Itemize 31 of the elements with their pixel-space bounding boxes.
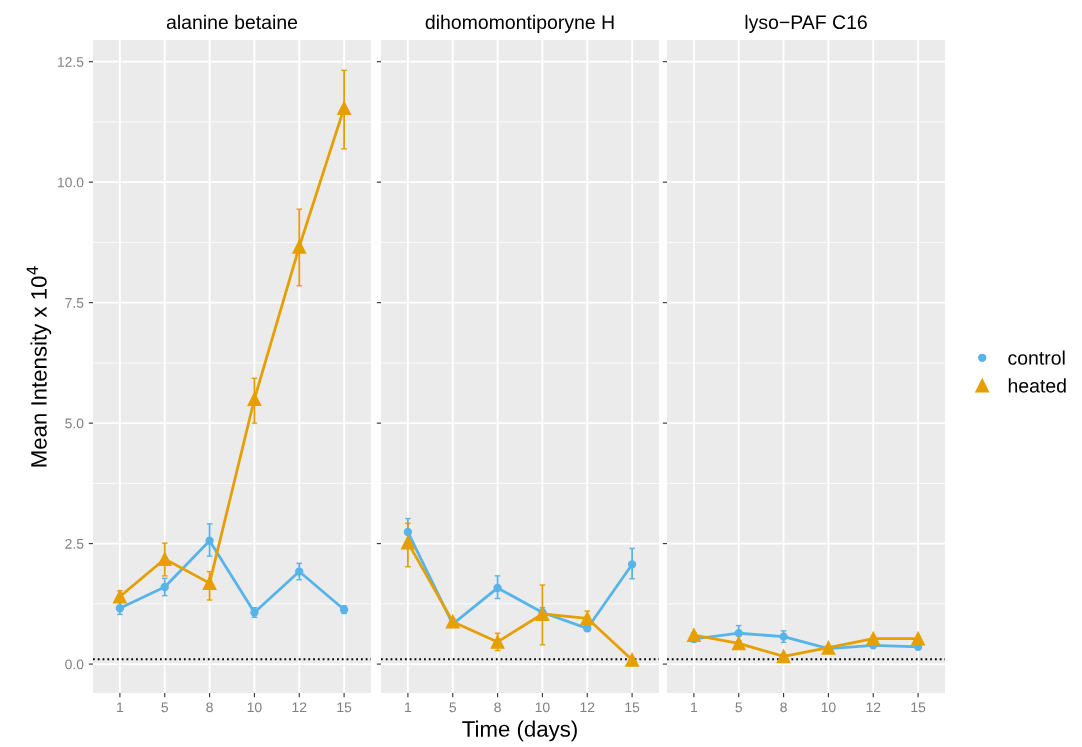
chart-title: dihomomontiporyne H — [425, 14, 614, 33]
x-tick-label: 15 — [337, 702, 352, 713]
x-tick-label: 10 — [247, 702, 262, 713]
y-axis-title: Mean Intensity x 10$^{4}$ — [26, 266, 52, 467]
y-tick-label: 12.5 — [58, 57, 84, 67]
legend-label: heated — [1008, 378, 1066, 393]
y-tick-label: 10.0 — [58, 177, 84, 188]
x-tick-label: 8 — [780, 702, 787, 713]
x-tick-label: 15 — [911, 702, 926, 713]
x-tick-label: 12 — [866, 702, 881, 713]
chart-title: lyso−PAF C16 — [745, 14, 867, 33]
x-tick-label: 10 — [535, 702, 550, 713]
x-tick-label: 1 — [117, 702, 124, 713]
y-tick-label: 0.0 — [65, 659, 84, 670]
x-axis-title: Time (days) — [462, 720, 577, 742]
x-tick-label: 1 — [405, 702, 412, 713]
x-tick-label: 5 — [161, 702, 169, 713]
x-tick-label: 8 — [494, 702, 501, 713]
x-tick-label: 12 — [292, 702, 307, 713]
x-tick-label: 1 — [691, 702, 698, 713]
chart-title: alanine betaine — [166, 14, 298, 30]
legend-label: control — [1008, 350, 1065, 365]
y-tick-label: 2.5 — [65, 538, 84, 549]
y-tick-label: 5.0 — [65, 418, 84, 429]
x-tick-label: 5 — [735, 702, 743, 713]
x-tick-label: 12 — [580, 702, 595, 713]
y-tick-label: 7.5 — [65, 298, 84, 308]
x-tick-label: 5 — [449, 702, 457, 713]
x-tick-label: 15 — [625, 702, 640, 713]
x-tick-label: 8 — [206, 702, 213, 713]
x-tick-label: 10 — [821, 702, 836, 713]
